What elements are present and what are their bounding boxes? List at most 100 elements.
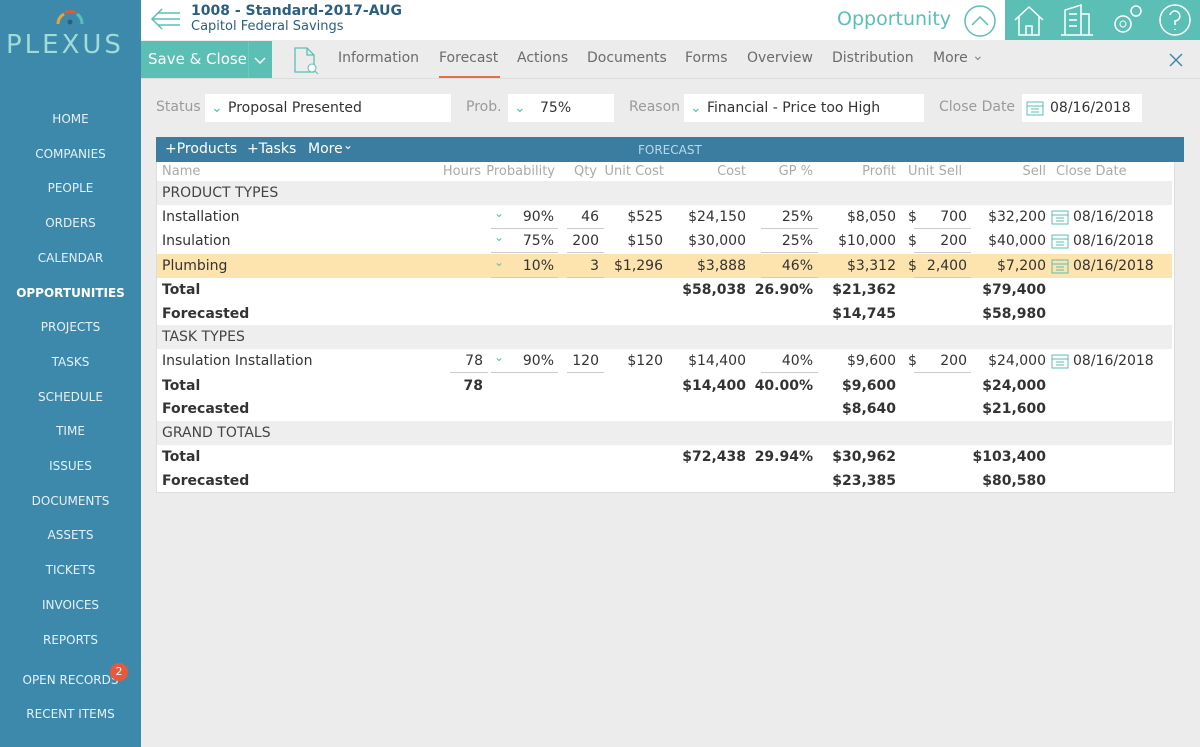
icon-bar[interactable] [1005,0,1200,40]
calendar-icon[interactable] [1051,233,1069,249]
tab[interactable]: More [933,50,968,66]
nav-item[interactable]: RECENT ITEMS [26,707,115,721]
input-line [914,276,971,278]
calendar-icon[interactable] [1051,209,1069,225]
input-line [567,372,604,374]
total-cell: $14,400 [682,377,746,394]
cell: $ [908,353,917,370]
nav-item[interactable]: COMPANIES [35,146,106,161]
save-label[interactable]: Save & Close [148,50,247,68]
field-label: Close Date [939,99,1016,115]
total-cell: Forecasted [162,472,250,489]
nav-item[interactable]: REPORTS [42,632,98,647]
table-action[interactable]: More [308,141,343,157]
nav-item[interactable]: INVOICES [41,597,100,612]
tab[interactable]: Actions [517,50,569,66]
document-icon[interactable] [292,46,320,76]
field-value: 75% [540,100,572,116]
tab[interactable]: Information [338,50,420,66]
close-button[interactable] [1168,52,1184,68]
table-action[interactable]: +Tasks [247,141,297,157]
chevron[interactable]: ⌄ [494,230,505,245]
save-menu[interactable] [248,41,272,78]
nav-item[interactable]: TIME [56,424,85,439]
row [157,253,1172,278]
cell: $1,296 [614,257,663,274]
cell: 10% [522,257,554,274]
row [157,181,1172,205]
calendar-icon[interactable] [1051,353,1069,369]
nav-item[interactable]: PEOPLE [47,181,94,196]
input-line [491,372,558,374]
cell: 46% [781,257,813,274]
table-title: FORECAST [638,143,702,157]
input-line [761,252,818,254]
cell: 90% [522,353,554,370]
nav-item[interactable]: DOCUMENTS [31,493,110,508]
total-cell: 29.94% [754,449,813,465]
cell: 08/16/2018 [1073,233,1154,250]
company: Capitol Federal Savings [191,19,344,34]
cell: $24,000 [988,353,1046,370]
tab[interactable]: Distribution [832,50,914,66]
nav-item[interactable]: ORDERS [45,216,96,231]
tab[interactable]: Forms [685,50,728,66]
tab-underline [439,76,500,78]
input-line [914,252,971,254]
nav-item[interactable]: SCHEDULE [38,389,103,404]
chevron[interactable]: ⌄ [494,206,505,220]
row [157,205,1172,229]
nav-item[interactable]: HOME [52,112,89,126]
cell: $ [908,257,917,274]
tab[interactable]: Documents [587,50,667,66]
input-line [761,228,818,229]
cell: $3,888 [697,257,746,274]
save-button[interactable] [141,41,272,78]
column-header: Unit Sell [908,164,963,179]
input-line [761,372,818,374]
cell: Plumbing [162,257,228,274]
field-label: Reason [629,99,681,115]
input-line [567,252,604,254]
field-label: Status [156,99,201,115]
table-action[interactable]: +Products [165,141,238,157]
column-header: Hours [442,164,481,179]
chevron[interactable]: ⌄ [494,350,505,365]
cell: Insulation [162,233,231,250]
calendar-icon[interactable] [1051,258,1069,274]
cell: $525 [627,209,663,225]
cell: 08/16/2018 [1073,209,1154,225]
chevron[interactable]: ⌄ [494,254,505,269]
nav-item[interactable]: ISSUES [49,459,92,473]
back-button[interactable] [148,5,182,33]
tab[interactable]: Overview [747,50,813,66]
status-select[interactable]: ⌄ Proposal Presented [205,94,451,122]
chevron[interactable]: ⌄ [343,138,354,152]
module: Opportunity [837,8,952,30]
cell: 75% [522,233,554,250]
logo: PLEXUS [6,30,124,60]
nav-item[interactable]: OPEN RECORDS [22,673,119,687]
nav-item[interactable]: OPPORTUNITIES [16,285,125,300]
reason-select[interactable]: ⌄ Financial - Price too High [684,94,924,122]
nav-item[interactable]: TASKS [51,354,90,369]
record-title: 1008 - Standard-2017-AUG [191,3,402,19]
tab-chevron[interactable]: ⌄ [972,48,984,64]
field-value: 08/16/2018 [1050,100,1131,116]
nav-item[interactable]: ASSETS [47,528,94,543]
nav-item[interactable]: CALENDAR [37,250,104,265]
sidebar: PLEXUS OPEN RECORDS 2 RECENT ITEMS [0,0,141,747]
collapse-button[interactable] [963,4,997,38]
nav-item[interactable]: PROJECTS [40,320,101,335]
total-cell: 40.00% [754,377,813,394]
total-cell: 78 [463,377,483,394]
date-input[interactable]: 08/16/2018 [1022,94,1142,122]
total-cell: $14,745 [832,305,896,322]
total-cell: $8,640 [841,401,896,418]
prob-select[interactable]: ⌄ 75% [508,94,614,122]
nav-item[interactable]: TICKETS [45,563,96,578]
section-title: TASK TYPES [162,329,245,346]
cell: 25% [781,209,813,225]
tab[interactable]: Forecast [439,50,499,66]
